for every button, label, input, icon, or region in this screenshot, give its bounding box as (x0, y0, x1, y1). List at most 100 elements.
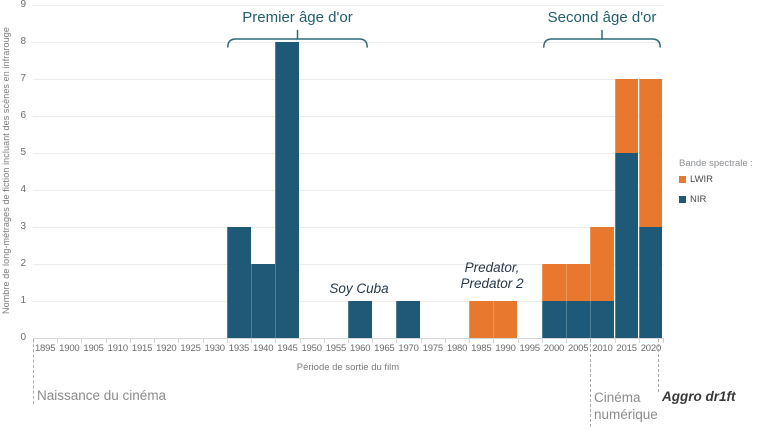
x-axis-tick (541, 339, 543, 343)
legend: Bande spectrale : LWIR NIR (679, 158, 753, 214)
bar-segment-nir (541, 301, 566, 338)
y-tick-label: 6 (20, 110, 26, 121)
x-tick-label: 1980 (446, 343, 468, 354)
bar-segment-nir (348, 301, 372, 338)
bar-segment-nir (226, 227, 251, 338)
y-tick-label: 0 (20, 332, 26, 343)
x-axis-tick (493, 339, 495, 343)
x-axis-tick (396, 339, 398, 343)
event-marker-line (590, 339, 591, 427)
gridline (33, 264, 663, 265)
y-tick-label: 4 (20, 184, 26, 195)
era-brace (227, 29, 368, 48)
bar-segment-nir (590, 301, 615, 338)
x-tick-label: 1940 (253, 343, 274, 354)
x-tick-label: 1945 (277, 343, 298, 354)
x-tick-label: 2015 (616, 343, 637, 354)
x-tick-label: 1925 (180, 343, 201, 354)
gridline (33, 227, 663, 228)
bar-segment-lwir (638, 79, 663, 227)
legend-title: Bande spectrale : (679, 158, 753, 169)
x-axis-tick (372, 339, 374, 343)
x-tick-label: 1950 (301, 343, 322, 354)
x-axis-tick (469, 339, 471, 343)
x-axis-tick (154, 339, 156, 343)
bar-segment-nir (275, 42, 300, 338)
x-axis-tick (81, 339, 83, 343)
x-tick-label: 1955 (325, 343, 347, 354)
x-axis-tick (348, 339, 349, 343)
legend-swatch-nir (679, 196, 686, 203)
bar-segment-nir (638, 227, 663, 338)
x-axis-tick (129, 339, 131, 343)
x-axis-tick (323, 339, 325, 343)
x-axis-tick (275, 339, 277, 343)
x-tick-label: 1915 (131, 343, 153, 354)
x-axis-tick (202, 339, 204, 343)
event-marker-label: Cinéma numérique (594, 390, 658, 422)
x-tick-label: 1990 (495, 343, 516, 354)
bar-segment-lwir (590, 227, 615, 301)
gridline (33, 153, 663, 154)
bar-segment-lwir (541, 264, 566, 301)
x-tick-label: 1935 (228, 343, 250, 354)
x-axis-tick (251, 339, 253, 343)
bar-segment-nir (396, 301, 421, 338)
legend-swatch-lwir (679, 176, 686, 183)
y-tick-label: 7 (20, 73, 26, 84)
x-tick-label: 2005 (568, 343, 589, 354)
x-tick-label: 1930 (204, 343, 226, 354)
x-tick-label: 1920 (156, 343, 177, 354)
bar-segment-nir (251, 264, 275, 338)
bar-segment-nir (614, 153, 639, 338)
y-tick-label: 8 (20, 36, 26, 47)
x-axis-tick (178, 339, 180, 343)
event-marker-label: Naissance du cinéma (37, 388, 167, 403)
y-tick-label: 1 (20, 295, 26, 306)
x-tick-label: 1895 (34, 343, 56, 354)
era-brace (543, 29, 661, 48)
x-axis-tick (444, 339, 446, 343)
gridline (33, 190, 663, 191)
y-tick-label: 5 (20, 147, 26, 158)
x-tick-label: 1985 (471, 343, 492, 354)
event-marker-line (658, 339, 659, 392)
legend-item-label: NIR (690, 194, 707, 205)
gridline (33, 79, 663, 80)
x-tick-label: 2020 (640, 343, 662, 354)
x-tick-label: 1970 (398, 343, 419, 354)
event-marker-line (33, 339, 34, 404)
x-tick-label: 2000 (543, 343, 565, 354)
x-axis-tick (105, 339, 107, 343)
legend-item-nir: NIR (679, 194, 753, 205)
bar-segment-lwir (469, 301, 493, 338)
y-tick-label: 2 (20, 258, 26, 269)
film-annotation: Predator, Predator 2 (460, 260, 524, 291)
x-axis-line (33, 338, 664, 339)
x-tick-label: 1900 (59, 343, 80, 354)
x-axis-tick (517, 339, 519, 343)
x-axis-tick (57, 339, 59, 343)
x-axis-tick (299, 339, 301, 343)
x-axis-tick (226, 339, 228, 343)
era-brace-label: Second âge d'or (547, 9, 657, 26)
x-tick-label: 1995 (519, 343, 541, 354)
x-axis-tick (420, 339, 422, 343)
legend-item-label: LWIR (690, 174, 714, 185)
legend-item-lwir: LWIR (679, 174, 753, 185)
gridline (33, 5, 663, 6)
x-axis-tick (614, 339, 616, 343)
x-axis-tick (663, 339, 664, 343)
bar-segment-lwir (614, 79, 639, 153)
y-tick-label: 9 (20, 0, 26, 10)
x-axis-tick (566, 339, 568, 343)
era-brace-label: Premier âge d'or (242, 9, 353, 26)
gridline (33, 42, 663, 43)
bar-segment-nir (566, 301, 590, 338)
bar-segment-lwir (493, 301, 518, 338)
bar-segment-lwir (566, 264, 590, 301)
gridline (33, 116, 663, 117)
y-axis-title: Nombre de long-métrages de fiction inclu… (1, 27, 11, 315)
x-tick-label: 1975 (422, 343, 444, 354)
